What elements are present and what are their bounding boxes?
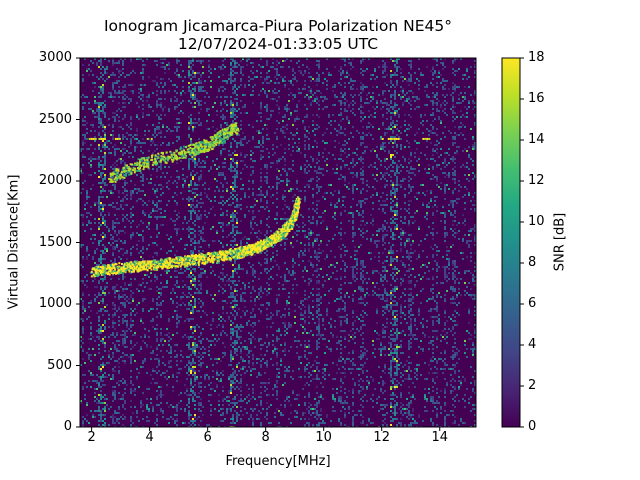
y-tick-label: 0 — [63, 419, 72, 434]
x-tick-label: 12 — [373, 430, 390, 445]
y-axis-title: Virtual Distance[Km] — [6, 174, 22, 310]
colorbar — [501, 57, 524, 428]
heatmap-area — [79, 57, 477, 428]
y-tick-label: 1500 — [38, 234, 72, 250]
x-axis-ticks — [91, 427, 441, 431]
colorbar-tick-label: 10 — [528, 214, 545, 229]
x-tick-label: 4 — [145, 430, 154, 445]
x-tick-label: 14 — [431, 430, 448, 445]
colorbar-tick-label: 4 — [528, 337, 537, 352]
x-axis-title: Frequency[MHz] — [225, 454, 331, 469]
colorbar-tick-label: 14 — [528, 132, 545, 147]
y-axis-ticks — [76, 57, 80, 428]
colorbar-tick-label: 0 — [528, 419, 537, 434]
y-tick-label: 3000 — [38, 50, 72, 65]
colorbar-tick-label: 6 — [528, 296, 537, 311]
x-tick-label: 6 — [203, 430, 212, 445]
y-tick-label: 2000 — [38, 173, 72, 188]
colorbar-title: SNR [dB] — [552, 212, 568, 272]
chart-title-line-1: Ionogram Jicamarca-Piura Polarization NE… — [103, 17, 453, 35]
x-tick-label: 8 — [261, 430, 270, 445]
x-tick-label: 10 — [315, 430, 332, 445]
colorbar-tick-label: 8 — [528, 255, 537, 270]
y-tick-label: 2500 — [38, 111, 72, 127]
y-tick-label: 500 — [47, 357, 72, 373]
colorbar-tick-label: 2 — [528, 378, 537, 393]
colorbar-tick-label: 16 — [528, 91, 545, 106]
colorbar-tick-label: 12 — [528, 173, 545, 188]
colorbar-tick-label: 18 — [528, 50, 545, 65]
y-tick-label: 1000 — [38, 296, 72, 311]
chart-title-line-2: 12/07/2024-01:33:05 UTC — [177, 35, 379, 53]
x-tick-label: 2 — [87, 430, 96, 445]
